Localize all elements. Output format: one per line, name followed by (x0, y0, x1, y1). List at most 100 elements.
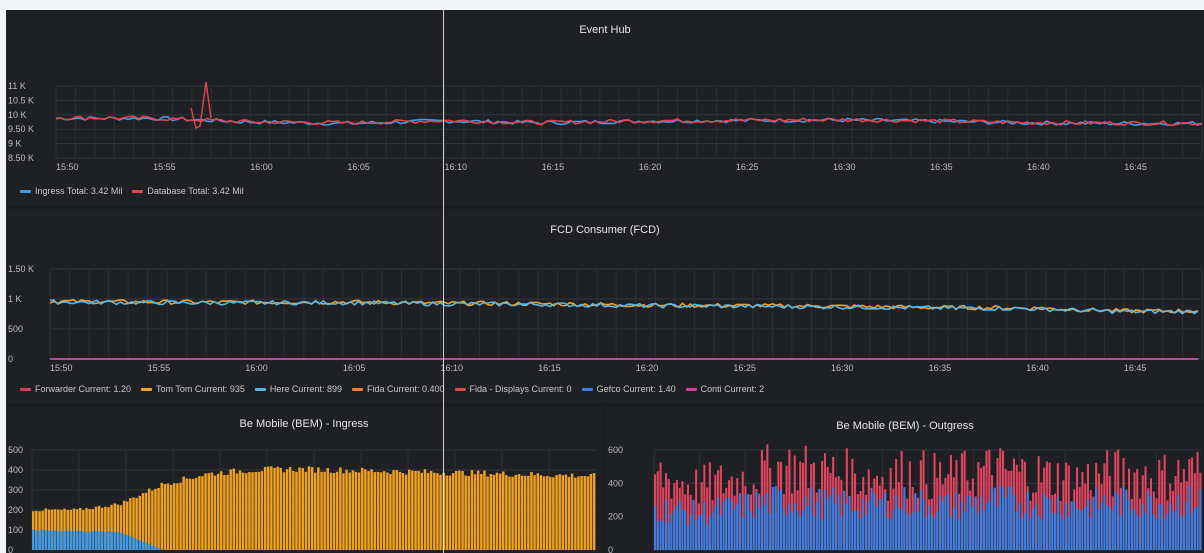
bar (141, 541, 145, 550)
bar (1163, 518, 1166, 550)
bar (1106, 450, 1109, 550)
bar (414, 471, 417, 550)
bar (129, 536, 132, 550)
bar (213, 475, 217, 550)
bar (1021, 459, 1024, 550)
bar (862, 498, 865, 550)
y-tick-label: 1.50 K (8, 264, 34, 274)
bar (1070, 501, 1073, 550)
fcd-consumer-chart[interactable]: 0 500 1 K 1.50 K 15:50 15:55 16:00 16:05 16:10 16… (6, 209, 1204, 403)
bar (892, 508, 895, 550)
bar (94, 530, 98, 550)
bar (126, 501, 129, 550)
bar (919, 490, 922, 550)
bar (949, 517, 952, 550)
legend-item[interactable]: Fida - Displays Current: 0 (454, 384, 572, 394)
x-tick-label: 16:10 (444, 162, 467, 172)
bem-outgress-chart[interactable]: 0 200 400 600 (606, 407, 1204, 553)
bar (301, 468, 304, 550)
legend-label: Fida Current: 0.400 (366, 384, 445, 394)
bar (1043, 493, 1046, 550)
legend-item[interactable]: Fida Current: 0.400 (351, 384, 445, 394)
bar (498, 473, 502, 550)
event-hub-legend: Ingress Total: 3.42 Mil Database Total: 3… (20, 186, 254, 196)
bar (985, 450, 988, 550)
bar (1059, 513, 1062, 550)
bar (1097, 509, 1100, 550)
bar (996, 505, 999, 550)
bar (922, 498, 925, 550)
bar (963, 450, 966, 550)
bar (692, 499, 695, 550)
bar (1180, 516, 1183, 550)
bar (411, 470, 414, 550)
bar (107, 507, 110, 550)
panel-title: FCD Consumer (FCD) (550, 224, 660, 236)
bar (1023, 512, 1026, 550)
bar (592, 473, 596, 550)
bar (160, 549, 163, 550)
bar (1196, 506, 1199, 550)
legend-item[interactable]: Conti Current: 2 (685, 384, 764, 394)
bar (66, 509, 69, 550)
bar (1117, 495, 1120, 550)
bar (455, 471, 458, 550)
bar (464, 475, 467, 550)
bar (763, 504, 766, 550)
x-tick-label: 16:35 (930, 162, 953, 172)
panel-title: Be Mobile (BEM) - Ingress (239, 418, 369, 430)
bar (351, 470, 355, 550)
bar (895, 495, 898, 550)
y-tick-label: 9 K (8, 139, 22, 149)
x-tick-label: 16:20 (636, 363, 659, 373)
y-tick-label: 500 (8, 324, 23, 334)
bar (144, 492, 148, 550)
bar (119, 532, 123, 550)
bar (1152, 514, 1155, 550)
bar (914, 493, 917, 550)
bar (656, 520, 659, 550)
bar (288, 467, 292, 550)
bar (220, 471, 223, 550)
legend-item[interactable]: Database Total: 3.42 Mil (132, 186, 244, 196)
bar (659, 520, 662, 550)
legend-item[interactable]: Ingress Total: 3.42 Mil (20, 186, 122, 196)
bar (977, 512, 980, 550)
bar (545, 475, 549, 550)
bar (157, 547, 160, 550)
legend-item[interactable]: Here Current: 899 (254, 384, 342, 394)
bar (703, 501, 706, 550)
y-tick-label: 8.50 K (8, 153, 34, 163)
legend-item[interactable]: Gefco Current: 1.40 (581, 384, 676, 394)
bar (157, 488, 160, 550)
bar (730, 501, 733, 550)
bar (900, 510, 903, 550)
bar (552, 477, 555, 550)
bar (1076, 508, 1079, 550)
bar (408, 469, 411, 550)
bar (1007, 486, 1010, 550)
bar (1114, 490, 1117, 550)
legend-item[interactable]: Forwarder Current: 1.20 (20, 384, 131, 394)
bar (1029, 518, 1032, 550)
legend-label: Database Total: 3.42 Mil (147, 186, 244, 196)
bar (216, 473, 220, 550)
bar (60, 530, 63, 550)
bar (722, 501, 725, 550)
bar (398, 471, 402, 550)
bem-ingress-chart[interactable]: 0 100 200 300 400 500 (6, 407, 602, 553)
event-hub-chart[interactable]: 8.50 K 9 K 9.50 K 10 K 10.5 K 11 K 15:50 15:55 1… (6, 10, 1204, 206)
bar (75, 530, 79, 550)
dashboard: Event Hub 8.50 K 9 K 9.50 K 10 K 10.5 K 11 K 1… (6, 10, 1204, 553)
bar (229, 469, 232, 550)
legend-item[interactable]: Tom Tom Current: 935 (141, 384, 245, 394)
bar (837, 494, 840, 550)
bar (988, 500, 991, 550)
series-line (55, 115, 1203, 126)
bar (1040, 519, 1043, 550)
bar (1196, 452, 1199, 550)
bar (1054, 513, 1057, 550)
bar (1119, 515, 1122, 550)
bar (445, 475, 449, 550)
bar (245, 473, 248, 550)
